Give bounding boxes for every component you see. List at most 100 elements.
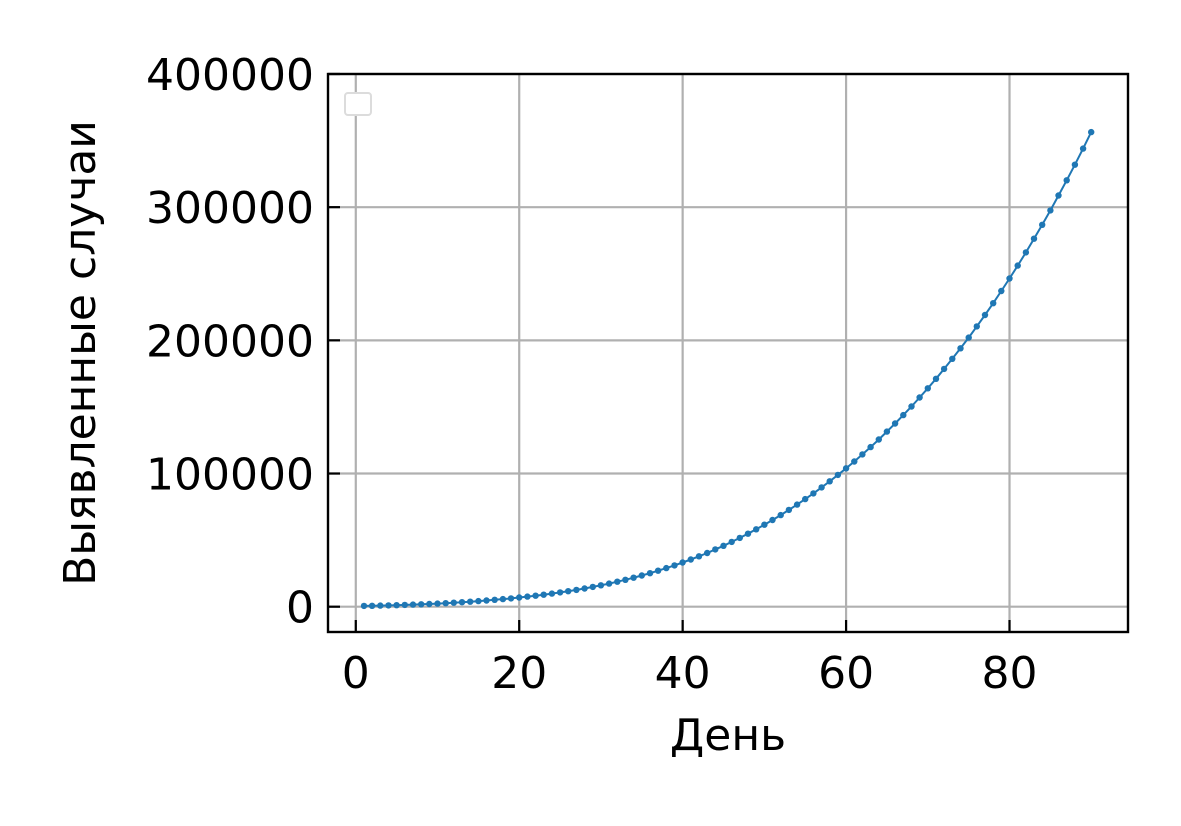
data-point	[418, 601, 425, 608]
data-point	[704, 549, 711, 557]
data-point	[1014, 262, 1021, 269]
data-point	[1006, 275, 1013, 282]
data-point	[1063, 177, 1070, 184]
data-point	[1030, 235, 1038, 242]
data-point	[630, 574, 637, 581]
data-point	[573, 586, 580, 594]
data-point	[973, 323, 980, 330]
data-point	[409, 601, 417, 608]
data-point	[818, 484, 825, 491]
data-point	[883, 428, 891, 435]
data-point	[1079, 145, 1087, 152]
data-point	[605, 580, 613, 587]
data-point	[744, 530, 752, 537]
data-point	[442, 600, 449, 607]
data-point	[891, 420, 899, 427]
y-tick-label: 0	[286, 583, 314, 634]
data-point	[532, 592, 539, 599]
data-point	[802, 495, 809, 503]
data-point	[1047, 207, 1054, 214]
data-point	[932, 375, 940, 382]
data-point	[867, 443, 874, 451]
data-point	[524, 593, 531, 600]
data-point	[1039, 221, 1046, 228]
data-point	[965, 334, 972, 341]
data-point	[654, 567, 662, 574]
y-tick-label: 200000	[146, 316, 314, 367]
data-point	[981, 311, 989, 319]
data-point	[728, 538, 735, 546]
y-tick-label: 400000	[146, 50, 314, 101]
data-point	[540, 591, 547, 598]
data-point	[834, 471, 842, 479]
data-point	[614, 578, 621, 585]
plot-frame	[326, 72, 1130, 634]
data-point	[810, 490, 817, 497]
data-point	[712, 546, 719, 553]
data-point	[924, 385, 931, 392]
data-point	[777, 511, 784, 519]
data-point	[940, 365, 948, 373]
data-point	[875, 436, 882, 443]
data-point	[622, 576, 629, 583]
data-point	[761, 521, 768, 528]
data-point	[507, 595, 515, 602]
x-tick-label: 40	[655, 648, 711, 699]
data-point	[720, 542, 727, 549]
data-point	[556, 589, 564, 596]
data-point	[638, 572, 645, 579]
data-point	[467, 598, 474, 605]
data-point	[900, 411, 907, 419]
data-point	[916, 394, 923, 401]
data-point	[1088, 128, 1095, 136]
legend-box	[344, 92, 372, 116]
data-point	[499, 595, 507, 603]
data-point	[401, 601, 408, 609]
data-point	[491, 596, 498, 603]
data-point	[475, 597, 482, 605]
data-point	[393, 602, 400, 609]
data-series	[360, 128, 1095, 610]
data-point	[736, 534, 743, 542]
data-point	[516, 594, 523, 601]
data-point	[851, 458, 858, 465]
data-point	[1071, 161, 1079, 168]
data-point	[793, 501, 801, 508]
data-point	[368, 602, 376, 609]
x-tick-label: 80	[982, 648, 1038, 699]
data-point	[859, 451, 866, 458]
y-axis-label: Выявленные случаи	[55, 120, 106, 586]
axis-ticks: 0 20 40 60 80 0 100000 200000 300000 400000	[146, 50, 1037, 699]
data-point	[663, 564, 670, 572]
data-point	[597, 582, 605, 589]
data-point	[565, 588, 572, 595]
x-tick-label: 60	[818, 648, 874, 699]
data-point	[646, 570, 654, 577]
data-point	[949, 355, 956, 362]
data-point	[998, 287, 1005, 295]
data-point	[483, 597, 490, 604]
data-point	[1022, 249, 1030, 256]
y-tick-label: 100000	[146, 450, 314, 501]
data-point	[450, 599, 457, 606]
data-point	[1055, 192, 1062, 199]
data-point	[785, 506, 793, 514]
data-point	[548, 590, 556, 597]
data-point	[908, 403, 915, 410]
data-point	[687, 556, 694, 563]
data-point	[990, 300, 997, 307]
y-tick-label: 300000	[146, 183, 314, 234]
data-point	[671, 562, 678, 569]
data-point	[581, 585, 588, 592]
data-point	[458, 599, 466, 606]
data-point	[385, 602, 392, 609]
data-point	[360, 602, 368, 610]
x-axis-label: День	[670, 710, 786, 761]
data-point	[679, 559, 686, 566]
data-point	[426, 600, 433, 608]
data-point	[695, 553, 703, 560]
x-tick-label: 0	[342, 648, 370, 699]
data-point	[957, 345, 964, 352]
